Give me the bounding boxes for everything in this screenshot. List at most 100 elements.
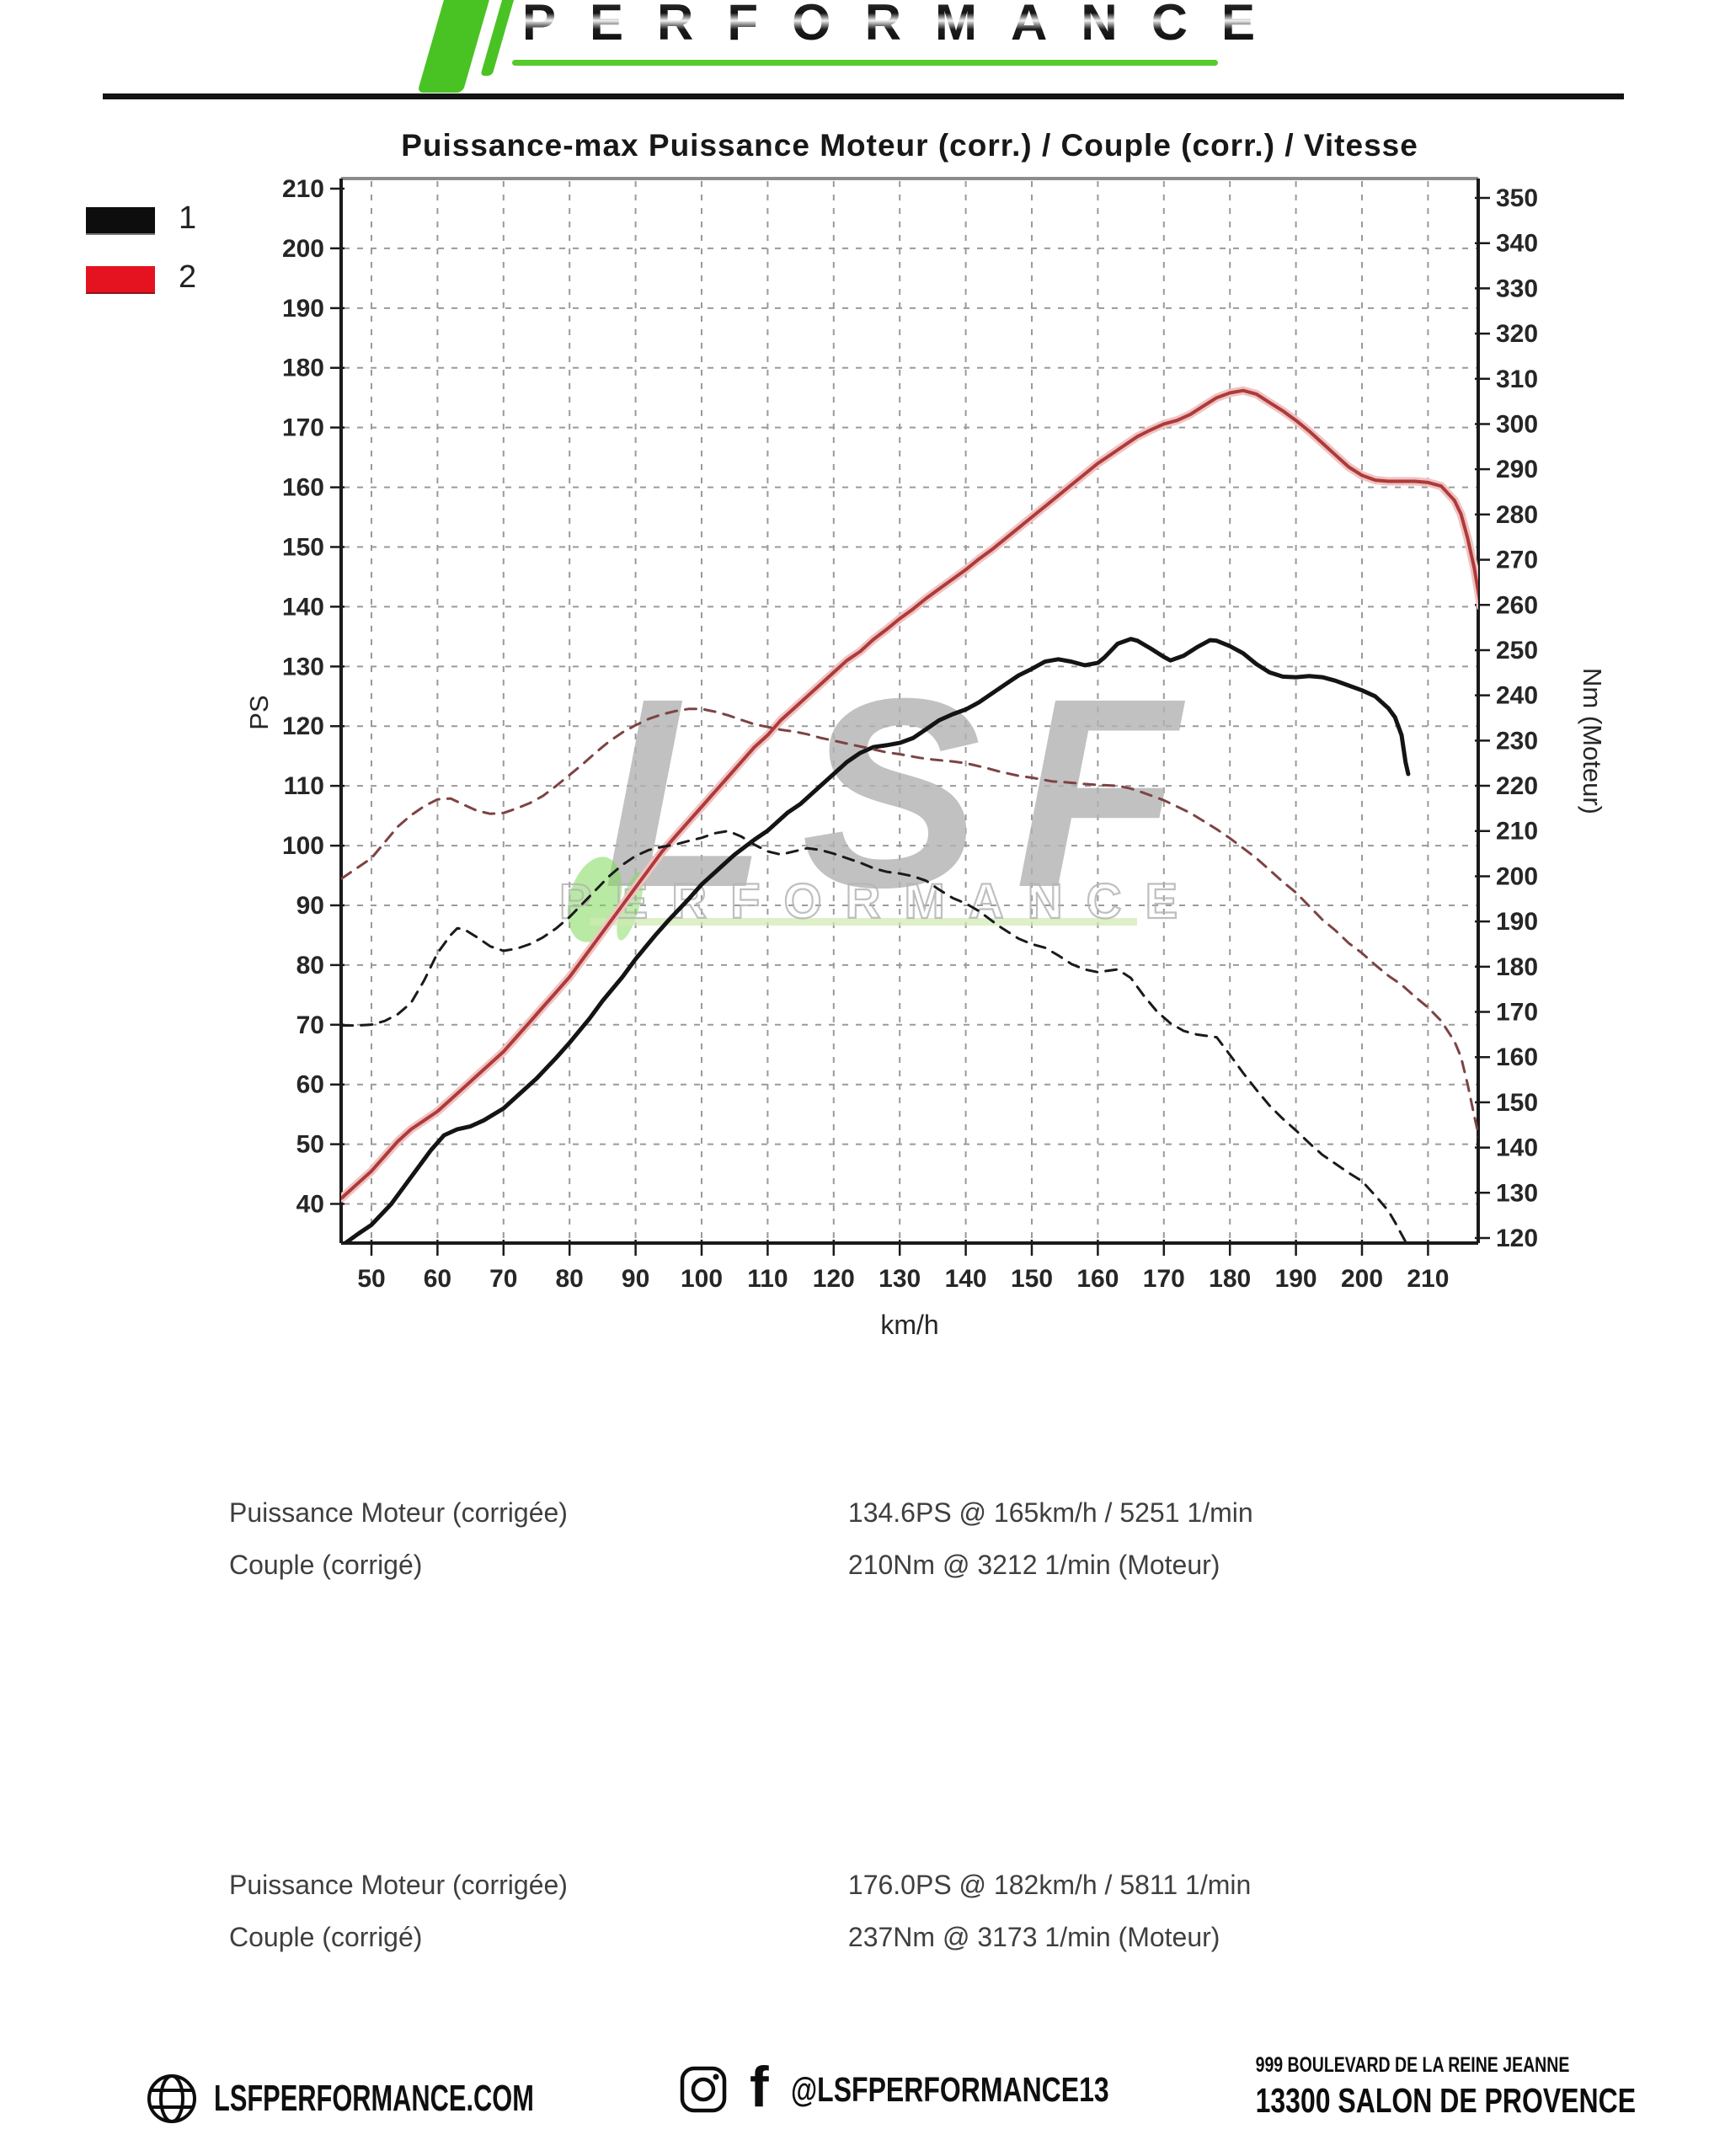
y-left-tick-label: 70 [296,1011,324,1039]
y-right-tick-label: 170 [1496,999,1538,1027]
result-label: Puissance Moteur (corrigée) [229,1870,568,1900]
legend-swatch-run1 [86,207,155,233]
y-left-tick-label: 160 [282,474,324,502]
address-line1: 999 BOULEVARD DE LA REINE JEANNE [1255,2053,1570,2077]
x-tick-label: 90 [622,1265,649,1293]
result-value: 210Nm @ 3212 1/min (Moteur) [847,1550,1220,1580]
x-tick-label: 210 [1407,1265,1449,1293]
result-value: 176.0PS @ 182km/h / 5811 1/min [847,1870,1252,1900]
curve-2-puissance-moteur-corr- [341,388,1478,1200]
x-tick-label: 150 [1011,1265,1053,1293]
y-right-tick-label: 300 [1496,410,1538,438]
y-right-tick-label: 310 [1496,366,1538,393]
result-row: Puissance Moteur (corrigée) 134.6PS @ 16… [229,1497,1253,1550]
y-left-tick-label: 150 [282,533,324,561]
x-axis-title: km/h [880,1310,938,1340]
y-left-tick-label: 100 [282,832,324,860]
legend-swatch-run2 [86,266,155,292]
y-right-tick-label: 130 [1496,1179,1538,1207]
result-label: Puissance Moteur (corrigée) [229,1497,568,1528]
dyno-chart: LSFPERFORMANCE 40 50 60 70 80 90 100 110 120 130 14… [244,175,1607,1340]
y-right-tick-label: 320 [1496,320,1538,348]
footer-address: 999 BOULEVARD DE LA REINE JEANNE 13300 S… [1255,2053,1637,2121]
x-tick-label: 170 [1143,1265,1185,1293]
x-tick-label: 200 [1341,1265,1383,1293]
x-tick-label: 100 [681,1265,723,1293]
address-line2: 13300 SALON DE PROVENCE [1255,2081,1637,2120]
y-left-tick-label: 110 [284,772,324,800]
facebook-icon: f [750,2055,769,2119]
y-right-tick-label: 120 [1496,1225,1538,1252]
y-left-tick-label: 60 [296,1071,324,1099]
y-right-axis-title: Nm (Moteur) [1578,668,1607,814]
y-left-tick-label: 130 [282,653,324,680]
y-right-tick-label: 330 [1496,275,1538,302]
result-value: 237Nm @ 3173 1/min (Moteur) [847,1922,1220,1952]
y-right-tick-label: 140 [1496,1134,1538,1162]
x-tick-label: 120 [813,1265,855,1293]
x-tick-label: 130 [879,1265,921,1293]
y-left-tick-label: 170 [282,414,324,442]
y-right-tick-label: 280 [1496,501,1538,529]
x-tick-label: 140 [945,1265,987,1293]
legend-label-run1: 1 [179,200,197,236]
x-tick-label: 70 [489,1265,517,1293]
curve-1-couple-corr- [341,830,1407,1243]
y-right-tick-label: 180 [1496,953,1538,981]
header-divider [103,93,1624,99]
curve-2-couple-corr- [341,707,1478,1139]
watermark-performance: PERFORMANCE [559,874,1201,929]
social-handle: @LSFPERFORMANCE13 [790,2069,1109,2109]
legend-label-run2: 2 [179,259,197,295]
brand-name: PERFORMANCE [522,0,1289,51]
footer-website: LSFPERFORMANCE.COM [145,2072,671,2126]
result-row: Couple (corrigé) 210Nm @ 3212 1/min (Mot… [229,1550,1253,1602]
result-value: 134.6PS @ 165km/h / 5251 1/min [847,1497,1253,1528]
x-tick-label: 50 [357,1265,385,1293]
watermark-underline [590,918,1137,926]
y-right-tick-label: 350 [1496,184,1538,212]
y-right-tick-label: 290 [1496,456,1538,483]
results-run1: Puissance Moteur (corrigée) 134.6PS @ 16… [229,1497,1253,1602]
y-right-tick-label: 190 [1496,908,1538,936]
y-left-tick-label: 80 [296,952,324,979]
y-left-tick-label: 210 [282,175,324,203]
results-run2: Puissance Moteur (corrigée) 176.0PS @ 18… [229,1870,1251,1974]
globe-icon [147,2074,196,2123]
y-right-tick-label: 250 [1496,637,1538,664]
y-right-tick-label: 260 [1496,591,1538,619]
x-tick-label: 190 [1275,1265,1317,1293]
y-right-tick-label: 240 [1496,682,1538,710]
curve-1-puissance-moteur-corr- [341,637,1411,1243]
x-tick-label: 110 [747,1265,788,1293]
result-row: Puissance Moteur (corrigée) 176.0PS @ 18… [229,1870,1251,1922]
y-left-axis-title: PS [244,695,274,729]
x-tick-label: 60 [424,1265,451,1293]
x-tick-label: 80 [556,1265,584,1293]
y-left-tick-label: 40 [296,1191,324,1219]
chart-title: Puissance-max Puissance Moteur (corr.) /… [401,128,1418,163]
brand-underline [512,60,1218,66]
y-right-tick-label: 200 [1496,862,1538,890]
x-tick-label: 160 [1076,1265,1119,1293]
y-left-tick-label: 90 [296,892,324,920]
y-left-tick-label: 200 [282,235,324,263]
y-right-tick-label: 220 [1496,772,1538,800]
result-row: Couple (corrigé) 237Nm @ 3173 1/min (Mot… [229,1922,1251,1974]
watermark-lsf: LSF [603,642,1213,943]
instagram-icon [680,2066,727,2113]
y-right-tick-label: 340 [1496,230,1538,258]
y-left-tick-label: 120 [282,712,324,740]
y-right-tick-label: 160 [1496,1043,1538,1071]
x-tick-label: 180 [1209,1265,1251,1293]
y-left-tick-label: 50 [296,1131,324,1159]
y-right-tick-label: 150 [1496,1089,1538,1117]
y-left-tick-label: 190 [282,295,324,323]
y-left-tick-label: 180 [282,355,324,382]
result-label: Couple (corrigé) [229,1922,423,1952]
result-label: Couple (corrigé) [229,1550,423,1580]
footer-social: f @LSFPERFORMANCE13 [679,2055,1199,2119]
y-right-tick-label: 230 [1496,727,1538,755]
y-left-tick-label: 140 [282,593,324,621]
